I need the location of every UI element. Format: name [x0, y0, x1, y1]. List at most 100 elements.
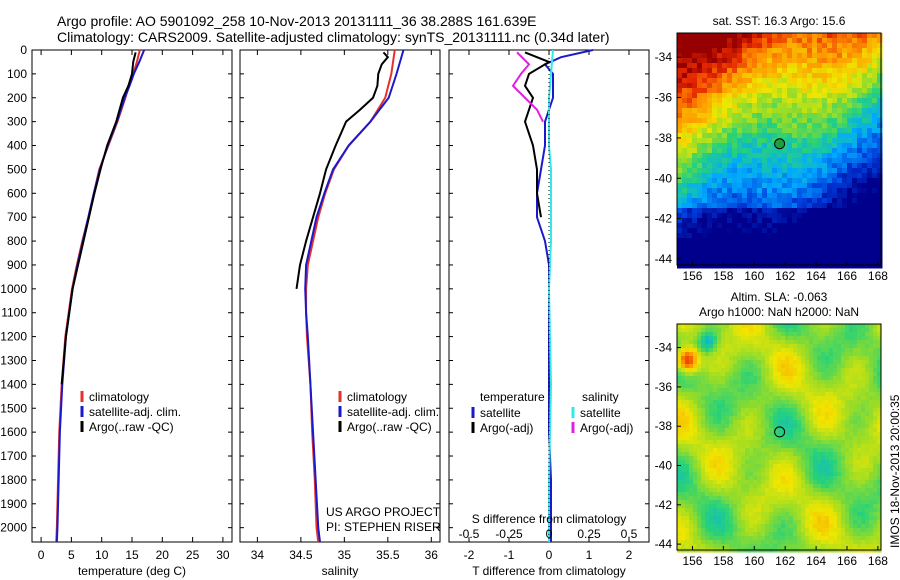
sla-map-cell: [825, 344, 830, 349]
sla-map-cell: [817, 492, 822, 497]
sla-map-cell: [817, 412, 822, 417]
sla-map-cell: [725, 388, 730, 393]
sla-map-cell: [749, 536, 754, 541]
sla-map-cell: [753, 392, 758, 397]
sla-map-cell: [865, 464, 870, 469]
sla-map-cell: [805, 544, 810, 549]
sst-map-cell: [822, 178, 828, 184]
sla-map-cell: [781, 488, 786, 493]
sla-map-cell: [713, 344, 718, 349]
sst-map-cell: [757, 213, 763, 219]
sla-map-cell: [773, 324, 778, 329]
sla-map-cell: [865, 372, 870, 377]
sla-map-cell: [861, 328, 866, 333]
sst-map-cell: [717, 58, 723, 64]
sla-map-cell: [861, 436, 866, 441]
sst-map-cell: [862, 183, 868, 189]
sla-map-cell: [765, 532, 770, 537]
sst-map-cell: [707, 58, 713, 64]
sst-map-cell: [707, 143, 713, 149]
sla-map-cell: [849, 528, 854, 533]
sst-map-cell: [697, 148, 703, 154]
sla-map-cell: [861, 452, 866, 457]
sla-map-cell: [733, 508, 738, 513]
sla-map-cell: [869, 464, 874, 469]
sla-map-cell: [757, 380, 762, 385]
sst-map-cell: [762, 213, 768, 219]
sla-map-cell: [769, 464, 774, 469]
sst-map-cell: [782, 233, 788, 239]
sla-map-cell: [681, 480, 686, 485]
sst-map-cell: [847, 228, 853, 234]
sla-map-cell: [717, 508, 722, 513]
sst-map-cell: [702, 98, 708, 104]
sla-map-cell: [809, 420, 814, 425]
sst-map-cell: [702, 133, 708, 139]
sla-map-cell: [793, 524, 798, 529]
sla-map-cell: [841, 428, 846, 433]
sla-map-cell: [753, 532, 758, 537]
sst-map-cell: [767, 148, 773, 154]
sla-map-cell: [829, 544, 834, 549]
sst-map-cell: [712, 128, 718, 134]
sst-map-cell: [822, 148, 828, 154]
sla-map-cell: [805, 440, 810, 445]
sla-map-cell: [833, 340, 838, 345]
sla-map-cell: [813, 484, 818, 489]
sla-map-cell: [705, 396, 710, 401]
sla-map-cell: [821, 400, 826, 405]
sst-map-cell: [827, 33, 833, 39]
sla-map-cell: [777, 340, 782, 345]
sst-map-cell: [692, 238, 698, 244]
sla-map-cell: [785, 524, 790, 529]
sst-map-cell: [867, 73, 873, 79]
sst-map-cell: [812, 233, 818, 239]
sla-map-cell: [725, 480, 730, 485]
sla-map-cell: [793, 508, 798, 513]
sst-map-cell: [702, 208, 708, 214]
sst-map-cell: [772, 178, 778, 184]
sla-map-cell: [765, 408, 770, 413]
sla-map-cell: [869, 328, 874, 333]
sla-map-cell: [701, 372, 706, 377]
sla-map-cell: [829, 440, 834, 445]
sla-map-cell: [825, 516, 830, 521]
sla-map-cell: [701, 360, 706, 365]
sla-map-cell: [865, 332, 870, 337]
sla-map-cell: [705, 400, 710, 405]
sst-map-cell: [712, 123, 718, 129]
sst-map-cell: [812, 208, 818, 214]
sst-map-cell: [802, 113, 808, 119]
sla-map-cell: [765, 488, 770, 493]
sst-map-cell: [682, 88, 688, 94]
sla-map-cell: [689, 328, 694, 333]
sla-map-cell: [793, 440, 798, 445]
sla-map-cell: [805, 376, 810, 381]
sla-map-cell: [757, 468, 762, 473]
sla-map-cell: [717, 420, 722, 425]
sla-map-cell: [713, 420, 718, 425]
sla-map-cell: [709, 332, 714, 337]
sst-map-ytick-label: -40: [655, 171, 673, 185]
sla-map-cell: [701, 424, 706, 429]
sst-map-cell: [792, 258, 798, 264]
sla-map-cell: [841, 496, 846, 501]
sst-map-cell: [717, 73, 723, 79]
sla-map-cell: [813, 324, 818, 329]
sst-map-cell: [727, 93, 733, 99]
sla-map-cell: [801, 444, 806, 449]
sla-map-cell: [725, 360, 730, 365]
sst-map-cell: [687, 63, 693, 69]
sla-map-cell: [677, 412, 682, 417]
sla-map-cell: [729, 528, 734, 533]
sst-map-cell: [747, 78, 753, 84]
sst-map-cell: [727, 203, 733, 209]
sst-map-cell: [717, 138, 723, 144]
sla-map-cell: [689, 544, 694, 549]
sla-map-cell: [813, 372, 818, 377]
sla-map-cell: [681, 352, 686, 357]
sla-map-cell: [677, 440, 682, 445]
sst-map-cell: [807, 153, 813, 159]
sst-map-cell: [682, 213, 688, 219]
sst-map-cell: [862, 168, 868, 174]
